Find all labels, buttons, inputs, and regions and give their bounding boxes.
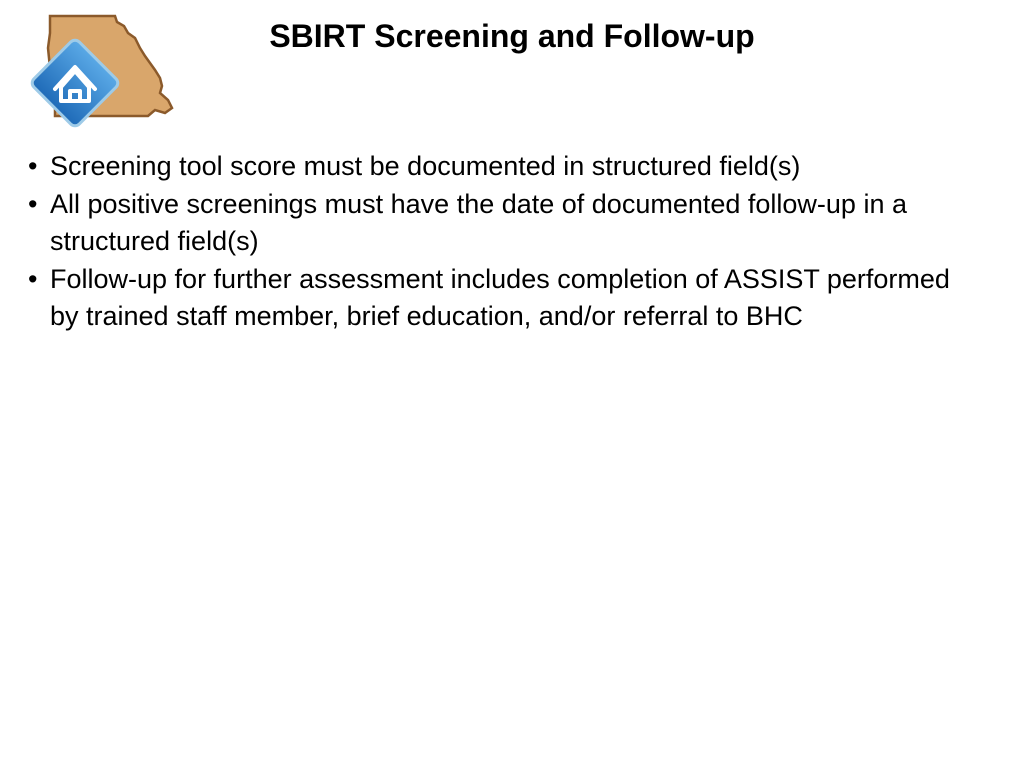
list-item: Screening tool score must be documented … [28,148,984,184]
list-item: All positive screenings must have the da… [28,186,984,259]
bullet-list: Screening tool score must be documented … [28,148,984,336]
page-title: SBIRT Screening and Follow-up [0,18,1024,55]
list-item: Follow-up for further assessment include… [28,261,984,334]
